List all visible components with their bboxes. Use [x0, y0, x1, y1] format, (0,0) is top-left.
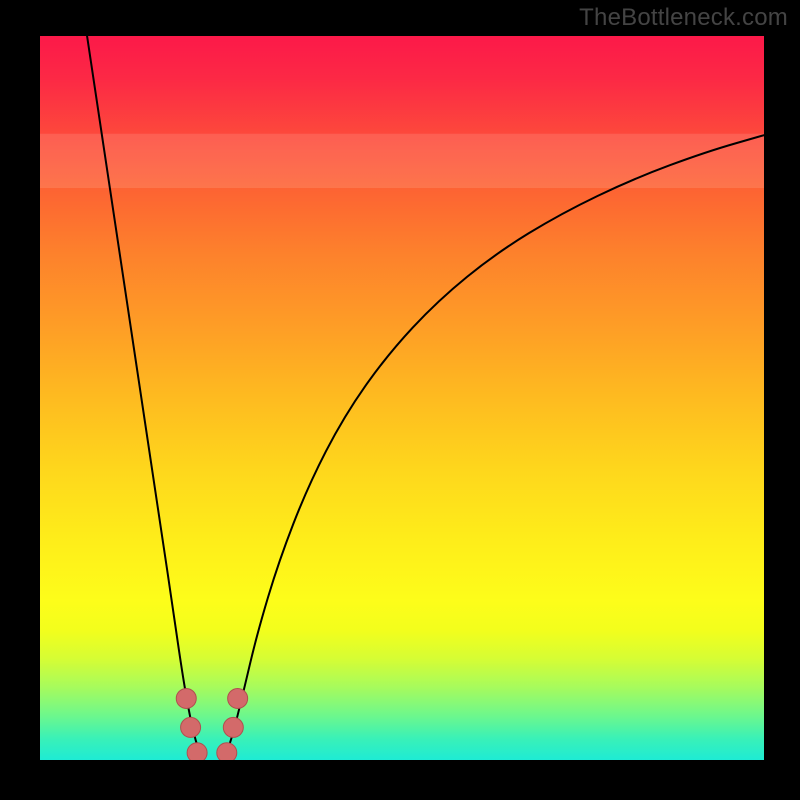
highlight-band	[40, 134, 764, 188]
marker-dot	[187, 743, 207, 763]
marker-dot	[176, 688, 196, 708]
marker-dot	[181, 717, 201, 737]
watermark-text: TheBottleneck.com	[579, 4, 788, 32]
marker-dot	[223, 717, 243, 737]
chart-frame: TheBottleneck.com	[0, 0, 800, 800]
bottleneck-chart	[0, 0, 800, 800]
marker-dot	[217, 743, 237, 763]
marker-dot	[228, 688, 248, 708]
